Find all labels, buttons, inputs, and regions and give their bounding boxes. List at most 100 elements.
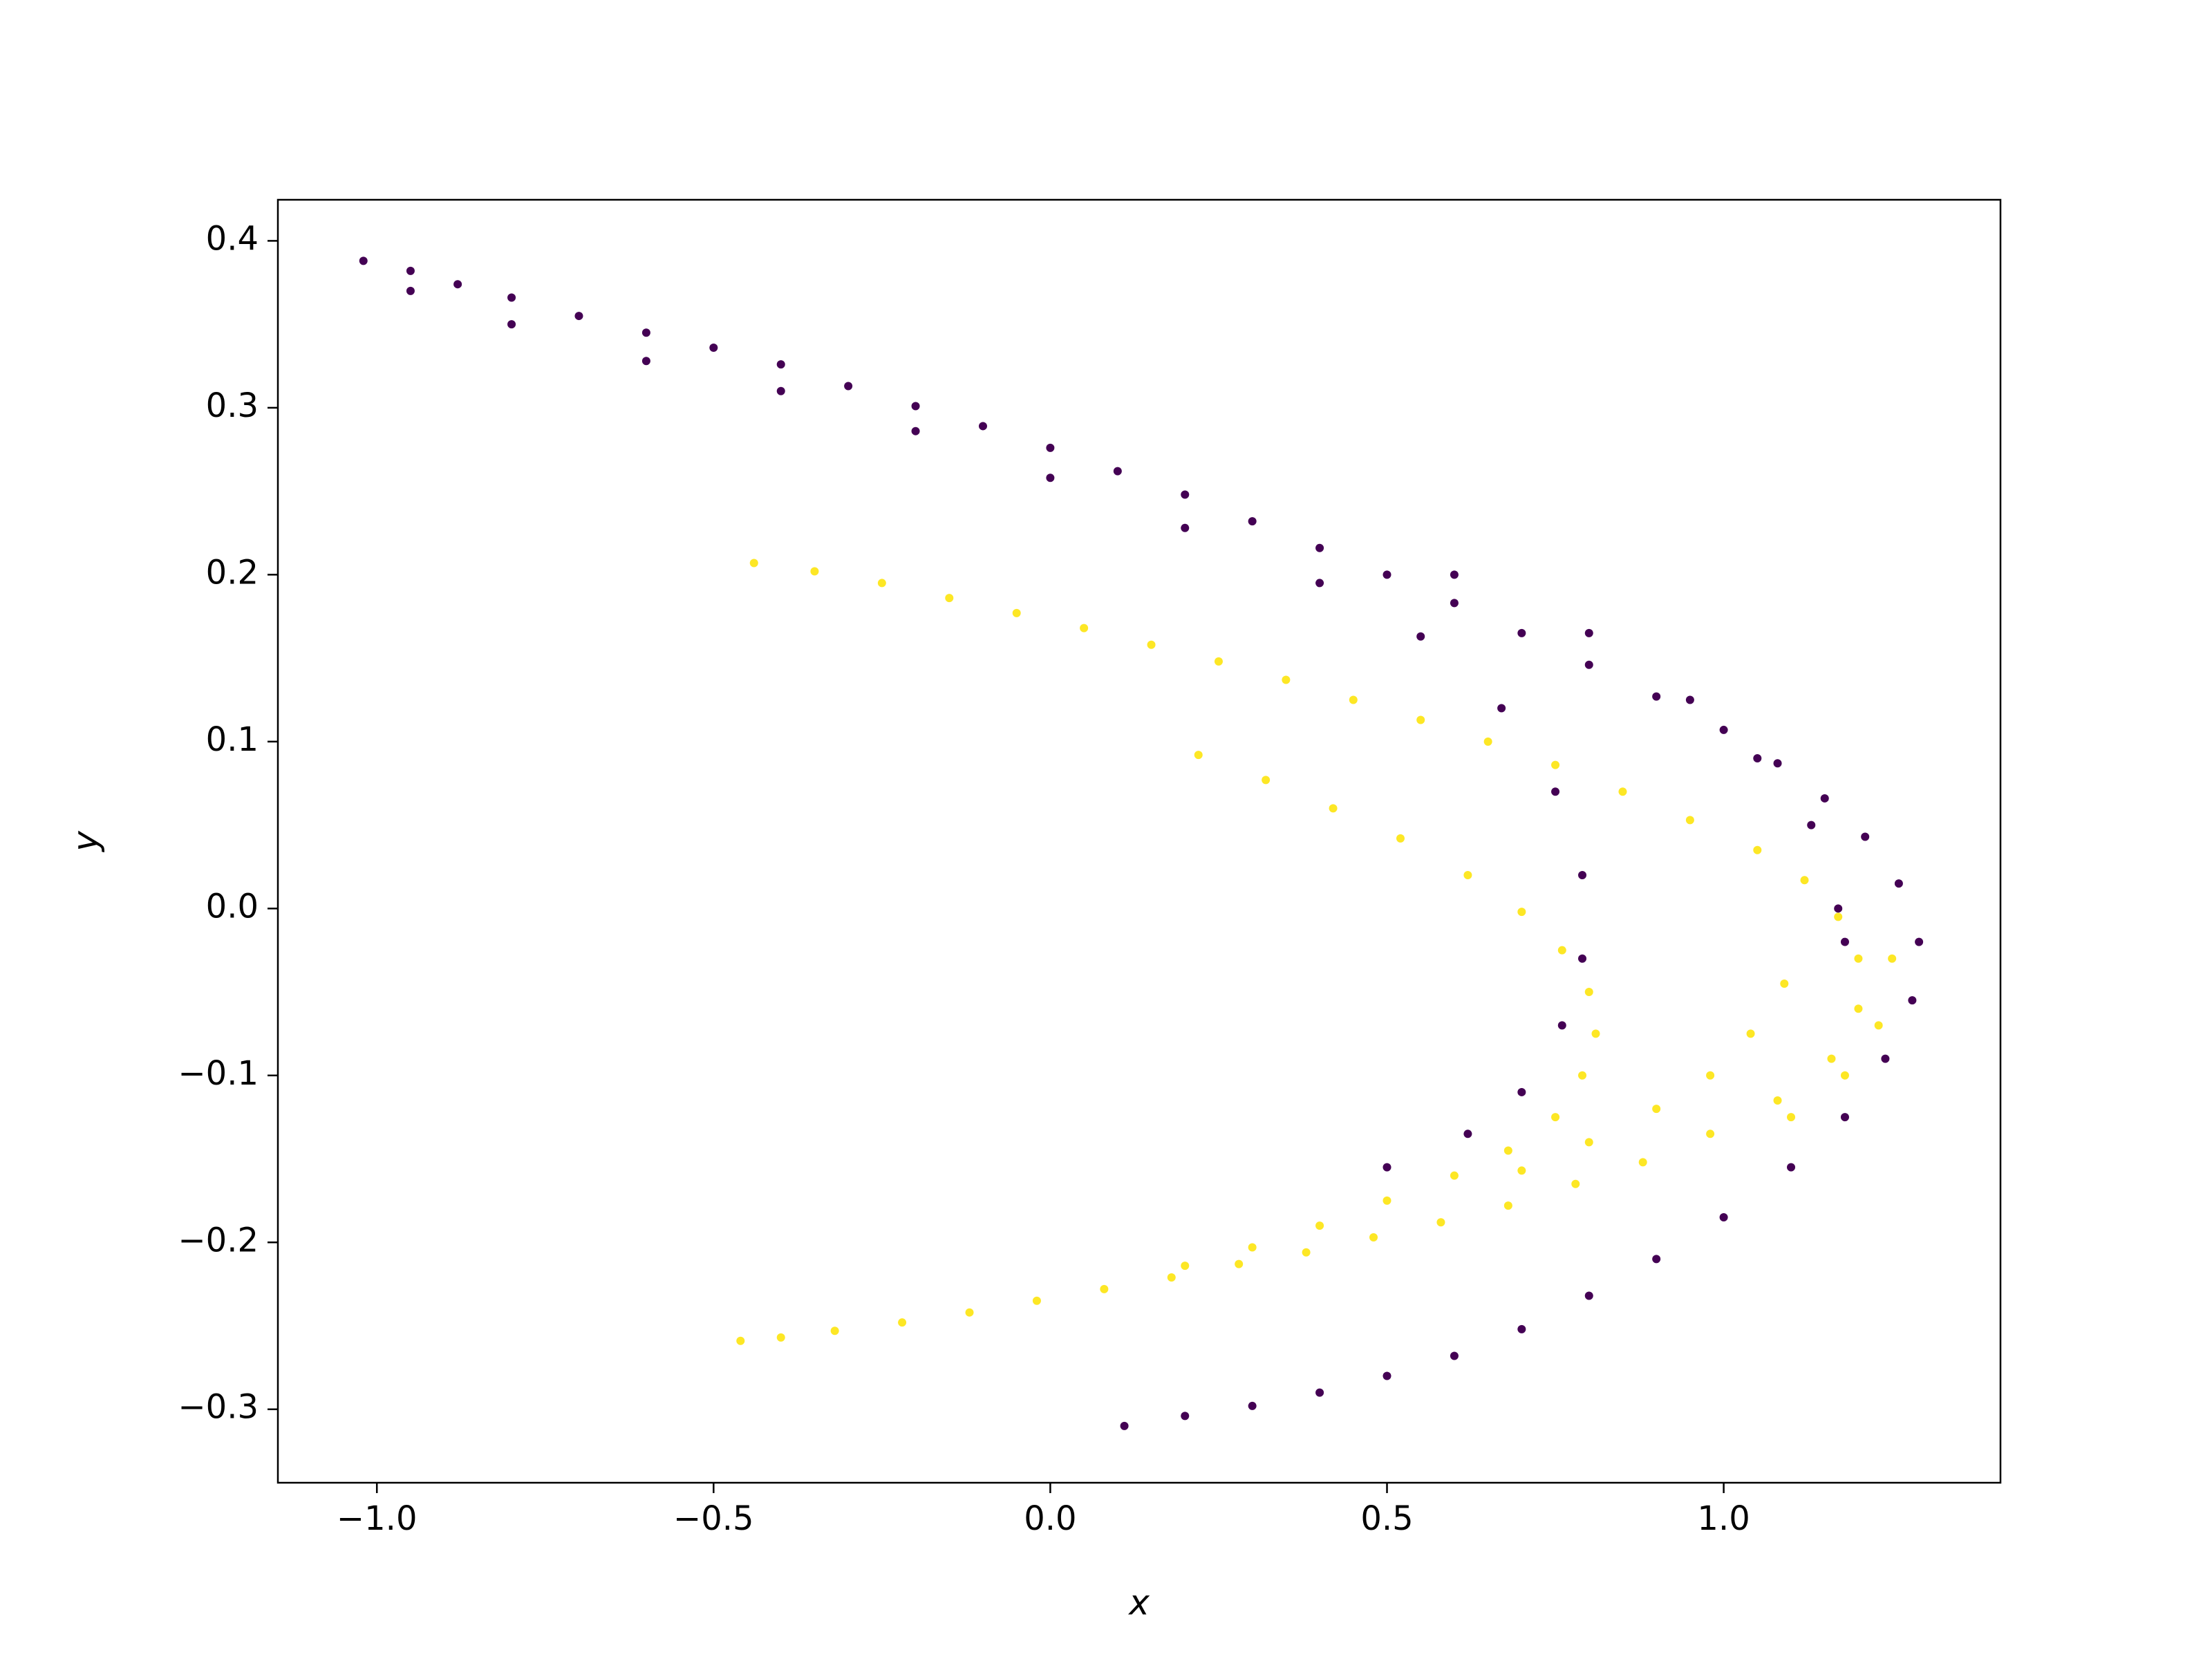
y-tick-label: 0.3 [206, 386, 259, 425]
point [1517, 1324, 1526, 1333]
point [1584, 1138, 1593, 1147]
point [1463, 871, 1472, 880]
y-tick-label: 0.4 [206, 219, 259, 258]
point [1773, 1096, 1782, 1105]
plot-frame [276, 198, 2002, 1484]
point [1436, 1218, 1445, 1227]
point [1181, 523, 1190, 532]
point [1382, 1163, 1391, 1172]
point [641, 357, 650, 366]
point [1167, 1273, 1176, 1282]
point [1652, 1105, 1661, 1114]
point [1503, 1201, 1512, 1210]
point [1369, 1233, 1378, 1242]
point [965, 1308, 974, 1317]
point [1517, 908, 1526, 917]
point [1147, 640, 1156, 649]
point [1100, 1284, 1109, 1293]
point [1517, 1087, 1526, 1096]
x-tick-label: 0.5 [1360, 1499, 1413, 1538]
point [1315, 1388, 1324, 1397]
point [1032, 1296, 1041, 1305]
point [1908, 996, 1917, 1005]
point [1194, 751, 1203, 760]
point [709, 343, 718, 352]
point [1861, 832, 1870, 841]
point [1483, 737, 1492, 746]
point [1915, 937, 1924, 946]
point [1517, 1166, 1526, 1175]
point [1787, 1163, 1796, 1172]
y-tick-label: 0.1 [206, 720, 259, 759]
point [574, 312, 583, 321]
point [1578, 871, 1587, 880]
point [1820, 794, 1829, 803]
point [1840, 1113, 1849, 1122]
point [1012, 608, 1021, 617]
point [1685, 695, 1694, 704]
point [1046, 474, 1055, 482]
point [1584, 660, 1593, 669]
point [1652, 1255, 1661, 1264]
point [1120, 1421, 1129, 1430]
point [1827, 1054, 1836, 1063]
point [736, 1336, 745, 1345]
point [406, 286, 415, 295]
point [1235, 1259, 1244, 1268]
point [776, 386, 785, 395]
point [1302, 1248, 1311, 1257]
point [1746, 1029, 1755, 1038]
point [844, 382, 853, 391]
point [1463, 1130, 1472, 1138]
point [1557, 1021, 1566, 1030]
point [1349, 695, 1358, 704]
x-tick-label: 1.0 [1697, 1499, 1750, 1538]
y-axis-label: y [66, 830, 106, 853]
point [810, 567, 819, 576]
point [1248, 1243, 1257, 1252]
point [1854, 1004, 1863, 1013]
point [1416, 632, 1425, 641]
point [1450, 1351, 1459, 1360]
point [1638, 1158, 1647, 1167]
point [1181, 1412, 1190, 1421]
x-tick-label: 0.0 [1024, 1499, 1076, 1538]
point [406, 266, 415, 275]
point [1834, 904, 1843, 913]
point [1248, 1401, 1257, 1410]
point [1262, 776, 1271, 785]
point [877, 579, 886, 588]
point [1787, 1113, 1796, 1122]
x-tick-label: −1.0 [337, 1499, 418, 1538]
point [1719, 1213, 1728, 1222]
point [1685, 816, 1694, 825]
point [1584, 628, 1593, 637]
x-axis-label: x [1127, 1583, 1150, 1623]
point [1571, 1179, 1580, 1188]
point [1181, 1262, 1190, 1271]
point [1780, 979, 1789, 988]
point [978, 422, 987, 431]
point [1753, 753, 1762, 762]
point [911, 427, 920, 435]
point [1080, 624, 1089, 632]
point [1214, 657, 1223, 666]
y-tick-label: 0.0 [206, 887, 259, 926]
point [1753, 845, 1762, 854]
point [1315, 543, 1324, 552]
y-tick-label: −0.2 [178, 1221, 259, 1259]
point [1578, 954, 1587, 963]
y-tick-label: 0.2 [206, 553, 259, 592]
point [1652, 692, 1661, 701]
y-tick-label: −0.3 [178, 1388, 259, 1427]
point [1874, 1021, 1883, 1030]
point [830, 1327, 839, 1335]
point [1578, 1071, 1587, 1080]
point [1834, 912, 1843, 921]
point [1329, 804, 1338, 813]
point [1706, 1130, 1715, 1138]
point [507, 293, 516, 302]
point [1382, 1196, 1391, 1205]
point [1382, 570, 1391, 579]
